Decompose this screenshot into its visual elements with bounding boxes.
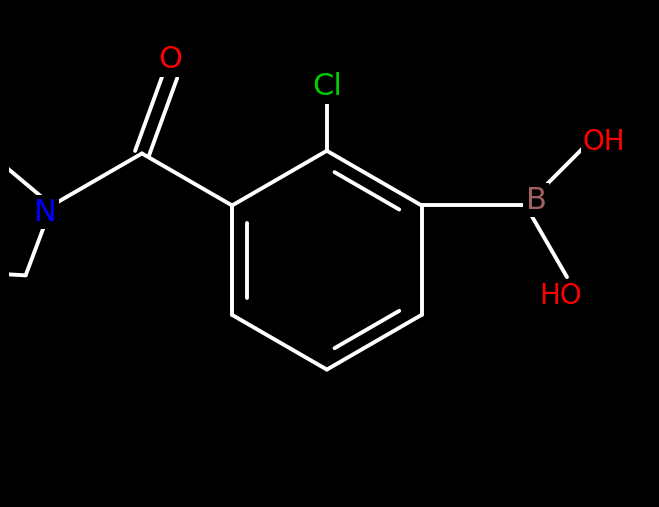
Text: O: O [158, 45, 183, 74]
Text: N: N [34, 198, 57, 227]
Text: Cl: Cl [312, 72, 342, 101]
Text: HO: HO [539, 282, 582, 310]
Text: B: B [526, 186, 547, 214]
Text: OH: OH [583, 128, 625, 156]
